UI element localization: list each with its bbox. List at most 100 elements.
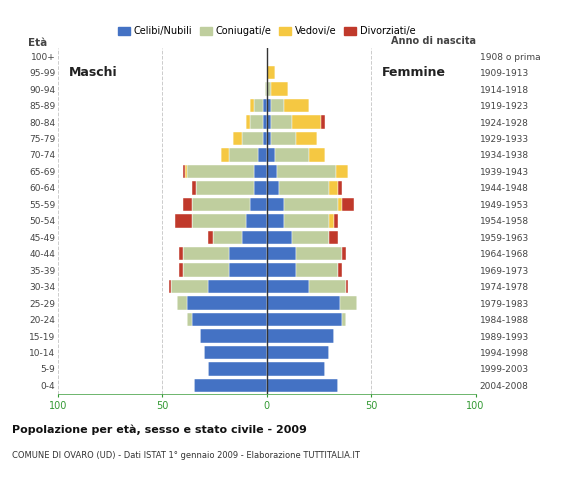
Text: Maschi: Maschi: [68, 66, 117, 79]
Bar: [338, 264, 342, 277]
Bar: [275, 148, 309, 162]
Bar: [271, 132, 296, 145]
Bar: [280, 181, 329, 194]
Bar: [233, 132, 242, 145]
Bar: [242, 132, 263, 145]
Bar: [338, 198, 342, 211]
Bar: [296, 132, 317, 145]
Bar: [179, 247, 183, 261]
Bar: [267, 115, 271, 129]
Bar: [187, 165, 254, 178]
Bar: [187, 313, 191, 326]
Bar: [267, 148, 275, 162]
Bar: [346, 280, 348, 293]
Bar: [229, 148, 259, 162]
Bar: [263, 115, 267, 129]
Bar: [212, 230, 242, 244]
Bar: [267, 99, 271, 112]
Bar: [284, 214, 329, 228]
Bar: [208, 280, 267, 293]
Bar: [263, 132, 267, 145]
Bar: [267, 379, 338, 392]
Bar: [242, 230, 267, 244]
Bar: [267, 66, 275, 79]
Bar: [200, 329, 267, 343]
Bar: [309, 148, 325, 162]
Bar: [186, 165, 187, 178]
Bar: [267, 362, 325, 376]
Bar: [267, 214, 284, 228]
Text: Età: Età: [28, 38, 48, 48]
Bar: [342, 198, 354, 211]
Bar: [250, 115, 263, 129]
Bar: [336, 165, 348, 178]
Bar: [254, 165, 267, 178]
Bar: [264, 83, 267, 96]
Bar: [177, 296, 187, 310]
Bar: [204, 346, 267, 359]
Bar: [191, 214, 246, 228]
Bar: [329, 181, 338, 194]
Bar: [179, 264, 183, 277]
Bar: [263, 99, 267, 112]
Bar: [267, 346, 329, 359]
Bar: [196, 181, 254, 194]
Bar: [267, 132, 271, 145]
Bar: [171, 280, 208, 293]
Bar: [246, 115, 250, 129]
Legend: Celibi/Nubili, Coniugati/e, Vedovi/e, Divorziati/e: Celibi/Nubili, Coniugati/e, Vedovi/e, Di…: [118, 26, 415, 36]
Text: COMUNE DI OVARO (UD) - Dati ISTAT 1° gennaio 2009 - Elaborazione TUTTITALIA.IT: COMUNE DI OVARO (UD) - Dati ISTAT 1° gen…: [12, 451, 360, 460]
Bar: [329, 214, 334, 228]
Bar: [309, 280, 346, 293]
Bar: [267, 181, 280, 194]
Bar: [169, 280, 171, 293]
Bar: [277, 165, 336, 178]
Bar: [284, 198, 338, 211]
Bar: [292, 230, 329, 244]
Bar: [254, 181, 267, 194]
Bar: [296, 247, 342, 261]
Bar: [221, 148, 229, 162]
Bar: [271, 115, 292, 129]
Bar: [191, 313, 267, 326]
Bar: [183, 198, 191, 211]
Bar: [284, 99, 309, 112]
Text: Femmine: Femmine: [382, 66, 445, 79]
Bar: [246, 214, 267, 228]
Bar: [338, 181, 342, 194]
Bar: [183, 247, 229, 261]
Bar: [259, 148, 267, 162]
Bar: [267, 296, 340, 310]
Bar: [187, 296, 267, 310]
Bar: [267, 313, 342, 326]
Bar: [292, 115, 321, 129]
Bar: [267, 198, 284, 211]
Bar: [250, 99, 254, 112]
Text: Anno di nascita: Anno di nascita: [390, 36, 476, 46]
Bar: [342, 247, 346, 261]
Bar: [267, 83, 271, 96]
Bar: [267, 230, 292, 244]
Bar: [267, 165, 277, 178]
Bar: [229, 264, 267, 277]
Bar: [194, 379, 267, 392]
Bar: [321, 115, 325, 129]
Bar: [229, 247, 267, 261]
Bar: [271, 99, 284, 112]
Bar: [191, 198, 250, 211]
Bar: [342, 313, 346, 326]
Bar: [296, 264, 338, 277]
Bar: [271, 83, 288, 96]
Bar: [334, 214, 338, 228]
Bar: [250, 198, 267, 211]
Bar: [267, 329, 334, 343]
Bar: [208, 230, 212, 244]
Bar: [183, 165, 186, 178]
Bar: [183, 264, 229, 277]
Bar: [175, 214, 191, 228]
Bar: [191, 181, 196, 194]
Bar: [329, 230, 338, 244]
Bar: [267, 264, 296, 277]
Bar: [340, 296, 357, 310]
Bar: [254, 99, 263, 112]
